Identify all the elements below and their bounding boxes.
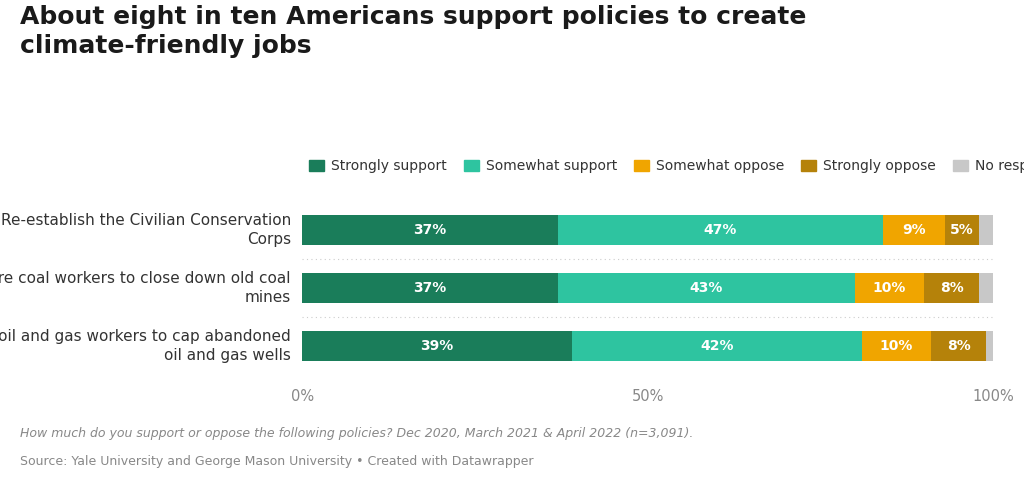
Text: 37%: 37% bbox=[414, 223, 446, 237]
Text: 10%: 10% bbox=[872, 281, 906, 295]
Text: 43%: 43% bbox=[690, 281, 723, 295]
Text: 37%: 37% bbox=[414, 281, 446, 295]
Text: 8%: 8% bbox=[940, 281, 964, 295]
Bar bbox=[980, 215, 993, 245]
Bar bbox=[558, 273, 855, 303]
Bar bbox=[925, 273, 980, 303]
Text: 8%: 8% bbox=[947, 339, 971, 353]
Bar bbox=[980, 273, 993, 303]
Text: 9%: 9% bbox=[902, 223, 926, 237]
Legend: Strongly support, Somewhat support, Somewhat oppose, Strongly oppose, No respons: Strongly support, Somewhat support, Some… bbox=[309, 160, 1024, 174]
Bar bbox=[571, 331, 862, 361]
Bar bbox=[862, 331, 931, 361]
Text: 10%: 10% bbox=[880, 339, 913, 353]
Bar bbox=[302, 273, 558, 303]
Text: 5%: 5% bbox=[950, 223, 974, 237]
Bar bbox=[302, 215, 558, 245]
Text: 47%: 47% bbox=[703, 223, 737, 237]
Bar bbox=[855, 273, 924, 303]
Bar bbox=[302, 331, 571, 361]
Text: How much do you support or oppose the following policies? Dec 2020, March 2021 &: How much do you support or oppose the fo… bbox=[20, 427, 694, 440]
Bar bbox=[931, 331, 986, 361]
Text: Source: Yale University and George Mason University • Created with Datawrapper: Source: Yale University and George Mason… bbox=[20, 455, 534, 469]
Bar bbox=[945, 215, 979, 245]
Text: 39%: 39% bbox=[420, 339, 454, 353]
Text: About eight in ten Americans support policies to create
climate-friendly jobs: About eight in ten Americans support pol… bbox=[20, 5, 807, 57]
Bar bbox=[986, 331, 993, 361]
Bar bbox=[883, 215, 945, 245]
Text: 42%: 42% bbox=[700, 339, 733, 353]
Bar bbox=[558, 215, 883, 245]
